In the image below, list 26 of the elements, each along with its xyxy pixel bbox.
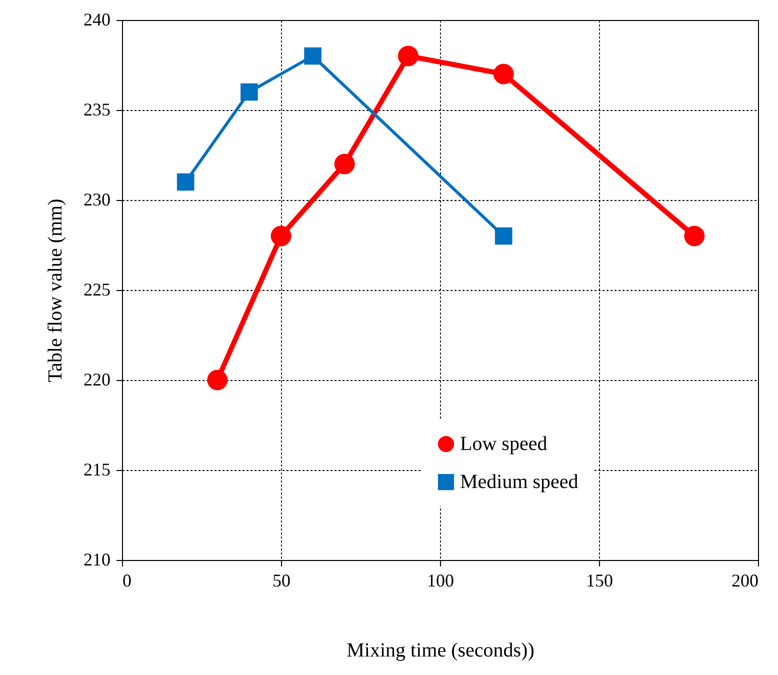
point	[684, 226, 705, 246]
y-tick-label: 230	[84, 190, 110, 210]
legend-label: Medium speed	[460, 471, 578, 493]
y-tick-label: 210	[84, 550, 110, 570]
point	[494, 227, 512, 245]
point	[270, 226, 292, 246]
y-tick-label: 235	[84, 100, 110, 120]
point	[207, 370, 228, 390]
x-axis-title: Mixing time (seconds))	[346, 640, 534, 662]
x-tick-label: 50	[272, 570, 290, 590]
y-tick-label: 220	[84, 370, 110, 390]
y-tick-label: 225	[84, 280, 110, 300]
x-tick-label: 200	[732, 570, 758, 590]
y-axis-title: Table flow value (mm)	[44, 198, 66, 382]
legend-label: Low speed	[460, 433, 548, 455]
point	[240, 83, 258, 101]
y-tick-label: 215	[84, 460, 110, 480]
y-tick-label: 240	[84, 10, 110, 30]
point	[334, 154, 355, 174]
point	[176, 173, 194, 191]
x-tick-label: 0	[122, 570, 132, 590]
point	[398, 46, 418, 66]
x-tick-label: 150	[586, 570, 613, 590]
point	[304, 47, 322, 65]
x-tick-label: 100	[427, 570, 454, 590]
point	[493, 64, 514, 84]
